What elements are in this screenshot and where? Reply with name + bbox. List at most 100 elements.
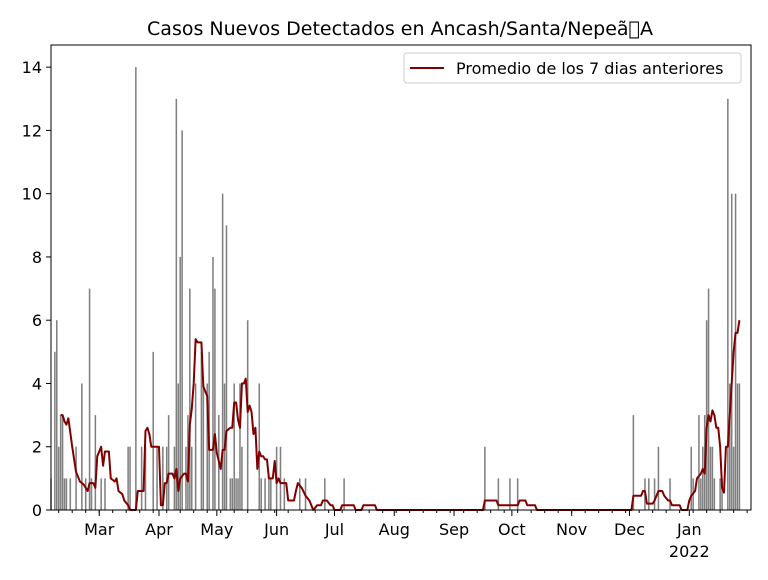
bar — [156, 446, 158, 510]
chart-title: Casos Nuevos Detectados en Ancash/Santa/… — [147, 18, 653, 40]
bar — [343, 478, 345, 510]
bar — [214, 288, 216, 510]
x-tick-label: Jul — [324, 520, 344, 539]
bar — [175, 98, 178, 510]
bar — [279, 446, 282, 510]
bar — [84, 478, 87, 510]
x-tick-label: Oct — [498, 520, 526, 539]
bar — [270, 478, 272, 510]
y-tick-label: 2 — [32, 438, 42, 457]
bar — [497, 478, 500, 510]
bar — [711, 446, 714, 510]
bar — [657, 446, 660, 510]
bar — [69, 478, 72, 510]
x-tick-label: Mar — [84, 520, 115, 539]
y-tick-label: 0 — [32, 501, 42, 520]
y-tick-label: 6 — [32, 311, 42, 330]
x-tick-year-label: 2022 — [669, 542, 710, 561]
bar — [57, 446, 60, 510]
bar — [54, 351, 56, 510]
x-tick-label: Nov — [556, 520, 587, 539]
bar — [75, 446, 77, 510]
bar — [736, 383, 739, 510]
bar — [59, 415, 62, 510]
bar — [144, 446, 147, 510]
bar — [212, 256, 214, 510]
bar — [484, 446, 486, 510]
bar — [191, 446, 193, 510]
bar — [177, 383, 180, 510]
bar — [734, 193, 737, 511]
bar — [179, 256, 181, 510]
bar — [268, 478, 270, 510]
x-tick-label: Jan — [676, 520, 702, 539]
bar — [729, 383, 731, 510]
y-axis: 0 2 4 6 8 10 12 14 — [22, 58, 51, 520]
bar — [231, 478, 234, 510]
bar — [221, 193, 224, 511]
bar — [181, 130, 183, 510]
bar — [206, 383, 208, 510]
bar — [509, 478, 511, 510]
bar — [707, 288, 710, 510]
bar — [135, 67, 137, 510]
bar — [324, 478, 326, 510]
bar — [127, 446, 129, 510]
x-tick-label: Aug — [379, 520, 410, 539]
y-tick-label: 4 — [32, 374, 42, 393]
bar — [732, 446, 735, 510]
bar — [61, 415, 64, 510]
bar — [233, 383, 235, 510]
bar — [200, 351, 203, 510]
bar — [152, 351, 154, 510]
x-tick-label: Sep — [439, 520, 469, 539]
bar — [185, 446, 187, 510]
plot-area-frame — [50, 44, 752, 511]
x-axis: Mar Apr May Jun Jul Aug Sep Oct Nov Dec Jan 2022 — [58, 510, 748, 561]
bar — [246, 320, 249, 510]
x-tick-label: Jun — [263, 520, 289, 539]
bar — [738, 383, 741, 510]
bar — [690, 446, 692, 510]
bar — [298, 478, 301, 510]
bar — [632, 415, 635, 510]
bar — [235, 478, 237, 510]
average-line — [60, 320, 741, 511]
y-tick-label: 14 — [22, 58, 42, 77]
bar — [129, 446, 131, 510]
bar — [730, 193, 733, 511]
bar — [65, 478, 68, 510]
bar — [100, 478, 102, 510]
legend: Promedio de los 7 dias anteriores — [403, 52, 742, 84]
bar — [90, 478, 93, 510]
bar — [229, 478, 232, 510]
x-tick-label: Dec — [614, 520, 645, 539]
legend-label: Promedio de los 7 dias anteriores — [456, 59, 723, 78]
bar — [698, 415, 700, 510]
x-tick-label: Apr — [145, 520, 173, 539]
y-tick-label: 12 — [22, 121, 42, 140]
bar — [669, 478, 671, 510]
bar — [700, 478, 702, 510]
bar — [264, 478, 266, 510]
bar — [283, 478, 286, 510]
bar — [713, 478, 716, 510]
bar — [260, 478, 262, 510]
bar — [719, 478, 721, 510]
bar — [721, 478, 723, 510]
bar — [702, 446, 704, 510]
bar — [648, 478, 650, 510]
bar — [225, 225, 228, 510]
bar — [104, 478, 106, 510]
bar — [88, 288, 91, 510]
bar — [194, 383, 197, 510]
bar — [81, 383, 83, 510]
bar — [709, 446, 712, 510]
bar — [189, 288, 191, 510]
bar — [140, 446, 143, 510]
x-tick-label: May — [200, 520, 233, 539]
average-line-layer — [60, 320, 741, 511]
legend-box — [403, 52, 742, 84]
